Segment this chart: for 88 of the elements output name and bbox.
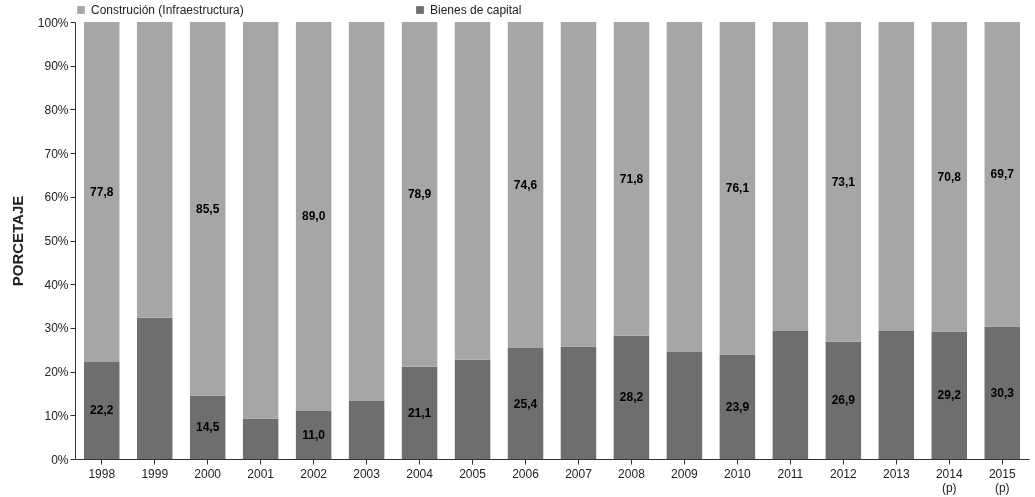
bar (666, 351, 703, 459)
x-tick-label: 1999 (141, 466, 169, 481)
y-tick-label: 100% (37, 15, 69, 30)
data-label: 85,5 (196, 201, 220, 216)
y-tick-label: 20% (44, 365, 69, 380)
data-label: 30,3 (990, 385, 1015, 400)
bar (878, 22, 915, 331)
data-label: 21,1 (407, 405, 432, 420)
x-tick-label: 2015 (p) (988, 466, 1016, 495)
bar (719, 22, 756, 355)
bar (984, 22, 1020, 327)
bar (454, 22, 491, 360)
y-tick-label: 60% (44, 190, 69, 205)
data-label: 74,6 (513, 178, 538, 192)
data-label: 11,0 (302, 427, 326, 442)
legend-label: Construción (Infraestructura) (91, 3, 244, 17)
y-tick-label: 80% (44, 102, 69, 117)
bar (560, 346, 597, 459)
data-label: 25,4 (513, 396, 538, 411)
bar (931, 331, 968, 459)
x-tick-label: 2004 (406, 466, 434, 481)
bar (295, 410, 332, 459)
data-label: 71,8 (619, 171, 644, 186)
data-label: 76,1 (725, 181, 750, 196)
bar (84, 22, 120, 362)
bar (613, 22, 650, 336)
x-tick-label: 2007 (565, 466, 593, 481)
bar (295, 22, 332, 411)
bar (772, 22, 809, 331)
bar (666, 22, 703, 352)
y-tick-label: 10% (44, 408, 69, 423)
bar (401, 22, 438, 367)
bar (825, 22, 862, 342)
x-tick-label: 1998 (88, 466, 116, 481)
bar (613, 335, 650, 459)
data-label: 69,7 (990, 167, 1015, 182)
data-label: 14,5 (196, 420, 220, 435)
x-tick-label: 2011 (777, 466, 804, 481)
x-tick-label: 2001 (247, 466, 275, 481)
data-label: 29,2 (937, 388, 962, 403)
bar (136, 22, 173, 318)
bar (242, 22, 279, 419)
bar (984, 326, 1020, 459)
data-label: 70,8 (937, 169, 962, 184)
y-tick-label: 50% (44, 234, 69, 248)
bar (507, 348, 544, 459)
y-tick-label: 90% (44, 59, 69, 74)
bar (242, 418, 279, 459)
bar (454, 359, 491, 459)
bar (401, 366, 438, 459)
y-tick-label: 0% (51, 452, 69, 467)
x-tick-label: 2013 (882, 466, 910, 481)
x-tick-label: 2010 (724, 466, 752, 481)
x-tick-label: 2014 (p) (935, 466, 963, 495)
bar (560, 22, 597, 347)
bar (136, 317, 173, 459)
bar (772, 330, 809, 459)
bar (878, 330, 915, 459)
x-tick-label: 2002 (300, 466, 328, 481)
y-tick-label: 70% (44, 146, 69, 161)
bar (189, 395, 226, 459)
data-label: 23,9 (725, 399, 750, 414)
data-label: 28,2 (619, 390, 644, 405)
x-tick-label: 2009 (671, 466, 699, 481)
y-tick-label: 30% (44, 321, 69, 336)
data-label: 77,8 (90, 184, 114, 199)
bar (189, 22, 226, 396)
data-label: 89,0 (301, 209, 326, 224)
bar (84, 361, 120, 459)
x-tick-label: 2008 (618, 466, 646, 481)
bar (507, 22, 544, 348)
y-tick-label: 40% (44, 277, 69, 292)
bar (931, 22, 968, 332)
data-label: 26,9 (831, 393, 856, 408)
bar (825, 341, 862, 459)
data-label: 73,1 (831, 174, 856, 189)
data-label: 78,9 (407, 187, 432, 202)
x-tick-label: 2012 (829, 466, 858, 481)
x-tick-label: 2003 (353, 466, 381, 481)
bar (348, 400, 385, 459)
x-tick-label: 2006 (512, 466, 540, 481)
bar (719, 354, 756, 459)
data-label: 22,2 (90, 403, 114, 418)
legend-label: Bienes de capital (430, 3, 522, 17)
x-tick-label: 2000 (194, 466, 222, 481)
x-tick-label: 2005 (459, 466, 487, 481)
y-axis-title: PORCETAJE (8, 195, 26, 287)
bar (348, 22, 385, 401)
